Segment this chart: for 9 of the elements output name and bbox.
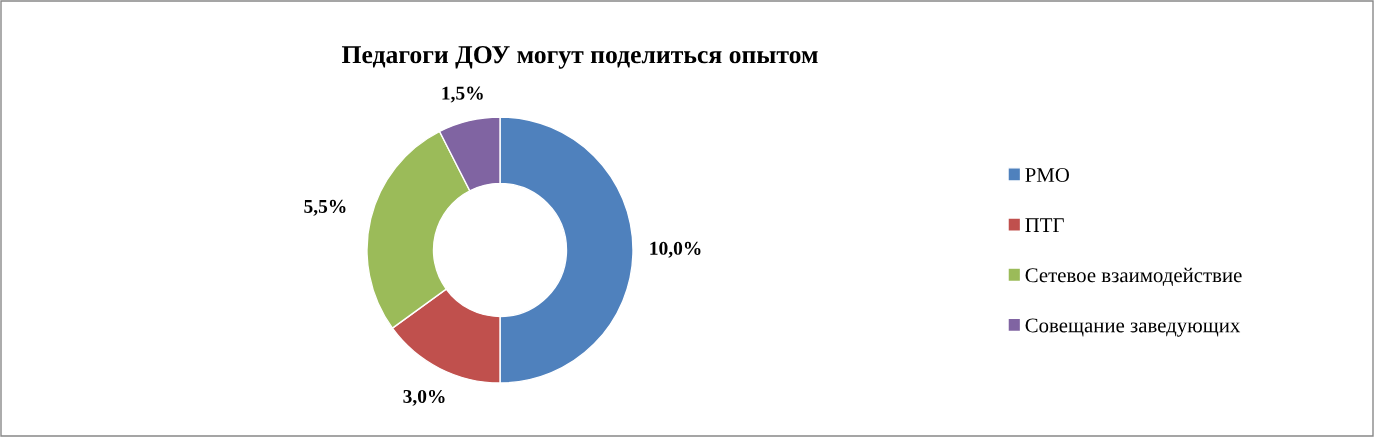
legend-label: ПТГ [1025,218,1064,232]
legend-label: РМО [1025,167,1069,182]
legend-label: Сетевое взаимодействие [1025,267,1242,287]
data-label: 3,0% [403,389,445,406]
chart-title: Педагоги ДОУ могут поделиться опытом [341,46,818,69]
data-label: 10,0% [650,241,701,258]
data-label: 5,5% [304,199,346,216]
legend-label: Совещание заведующих [1025,318,1241,337]
data-label: 1,5% [442,86,483,103]
